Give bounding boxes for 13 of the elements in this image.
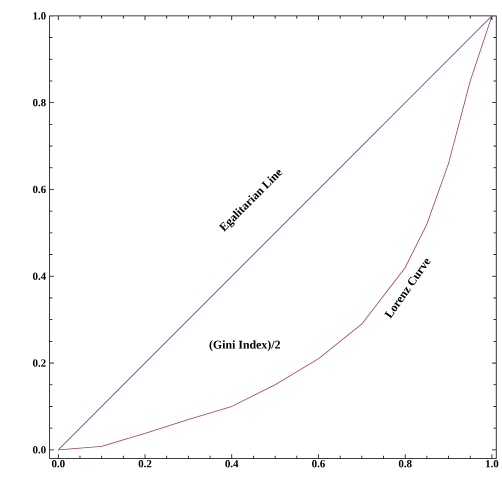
y-tick-label: 0.2 [32, 359, 46, 367]
x-tick-label: 0.8 [398, 460, 412, 468]
x-tick-label: 0.2 [138, 460, 152, 468]
x-tick-label: 0.4 [225, 460, 238, 468]
y-tick-label: 1.0 [33, 12, 46, 20]
annotation: (Gini Index)/2 [210, 340, 280, 351]
x-tick-label: 1.0 [486, 460, 498, 468]
y-tick-label: 0.6 [32, 186, 46, 193]
y-tick-label: 0.8 [32, 98, 46, 106]
x-tick-label: 0.6 [312, 460, 325, 468]
y-tick-label: 0.4 [32, 272, 46, 280]
y-tick-label: 0.0 [32, 446, 46, 454]
x-tick-label: 0.0 [52, 460, 65, 468]
